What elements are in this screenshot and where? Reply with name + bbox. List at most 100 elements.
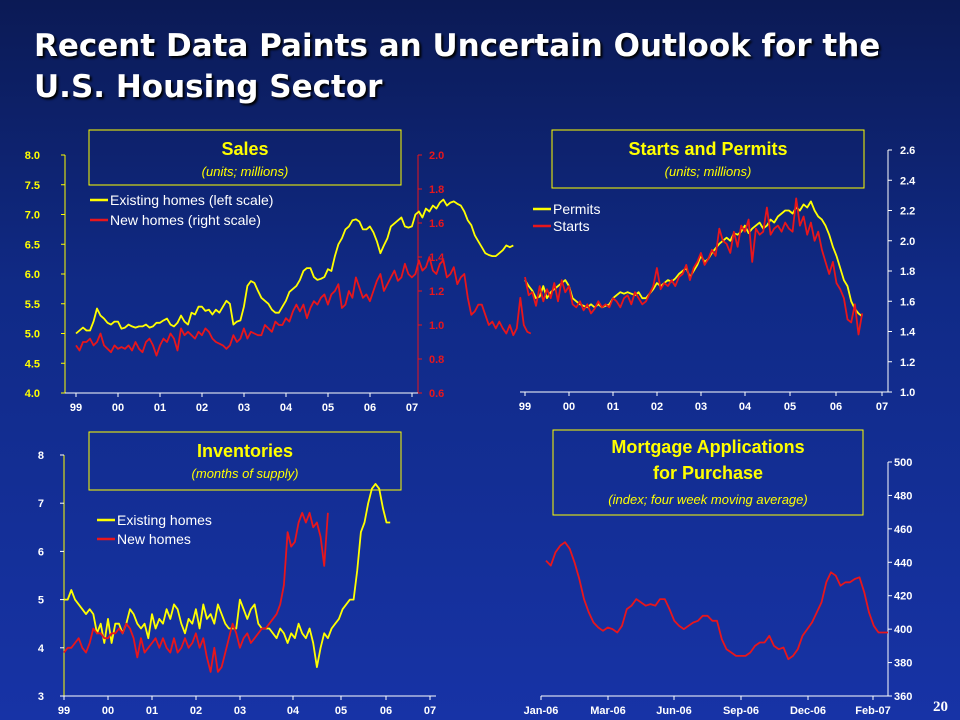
- y_right-tick-label: 1.4: [429, 252, 445, 264]
- y_left-tick-label: 6.0: [25, 269, 40, 281]
- y_right-tick-label: 1.0: [429, 320, 444, 332]
- y_right-tick-label: 380: [894, 658, 912, 670]
- x-tick-label: 01: [146, 705, 158, 717]
- x-tick-label: 99: [70, 402, 82, 414]
- y_right-tick-label: 400: [894, 624, 912, 636]
- y_left-tick-label: 7.0: [25, 210, 40, 222]
- y_right-tick-label: 1.6: [429, 218, 444, 230]
- chart-title-box: [552, 429, 864, 516]
- x-tick-label: Feb-07: [855, 705, 890, 717]
- y_right-tick-label: 500: [894, 457, 912, 469]
- x-tick-label: 05: [335, 705, 347, 717]
- y_right-tick-label: 0.8: [429, 354, 444, 366]
- y_right-tick-label: 2.6: [900, 145, 915, 157]
- y_right-tick-label: 2.0: [900, 236, 915, 248]
- y_left-tick-label: 6: [38, 546, 44, 558]
- y_right-tick-label: 1.4: [900, 327, 916, 339]
- chart-sales: 4.0 4.5 5.0 5.5 6.0 6.5 7.0 7.5 8.0 0.6 0.8 1.0 1.2 1…: [25, 129, 532, 414]
- y_right-tick-label: 1.8: [429, 184, 444, 196]
- y_right-tick-label: 460: [894, 524, 912, 536]
- x-tick-label: 03: [234, 705, 246, 717]
- chart-title-box: [88, 431, 402, 491]
- x-tick-label: 02: [190, 705, 202, 717]
- y_left-tick-label: 4.0: [25, 388, 40, 400]
- y_left-tick-label: 7.5: [25, 180, 40, 192]
- x-tick-label: 06: [364, 402, 376, 414]
- series-line-new-homes-right-scale-: [75, 256, 532, 357]
- y_right-tick-label: 360: [894, 691, 912, 703]
- x-tick-label: 04: [287, 705, 300, 717]
- y_right-tick-label: 2.0: [429, 150, 444, 162]
- x-tick-label: 07: [424, 705, 436, 717]
- y_right-tick-label: 2.4: [900, 175, 916, 187]
- legend-label: New homes: [117, 531, 191, 547]
- x-tick-label: Mar-06: [590, 705, 625, 717]
- page-number: 20: [933, 699, 948, 715]
- chart-title: Inventories: [197, 441, 293, 461]
- legend-label: Permits: [553, 201, 600, 217]
- x-tick-label: 04: [280, 402, 293, 414]
- y_right-tick-label: 2.2: [900, 206, 915, 218]
- legend-label: Existing homes (left scale): [110, 192, 273, 208]
- chart-title-box: [551, 129, 865, 189]
- x-tick-label: 00: [102, 705, 114, 717]
- x-tick-label: Sep-06: [723, 705, 759, 717]
- x-tick-label: 05: [784, 401, 796, 413]
- x-tick-label: 00: [563, 401, 575, 413]
- series-line-existing-homes: [64, 482, 391, 668]
- chart-subtitle: (index; four week moving average): [608, 492, 807, 507]
- x-tick-label: 99: [519, 401, 531, 413]
- y_left-tick-label: 6.5: [25, 239, 40, 251]
- x-tick-label: Jan-06: [524, 705, 559, 717]
- x-tick-label: 06: [380, 705, 392, 717]
- y_right-tick-label: 0.6: [429, 388, 444, 400]
- legend-label: Existing homes: [117, 512, 212, 528]
- y_left-tick-label: 7: [38, 498, 44, 510]
- x-tick-label: 99: [58, 705, 70, 717]
- y_left-tick-label: 5.5: [25, 299, 40, 311]
- y_right-tick-label: 1.8: [900, 266, 915, 278]
- x-tick-label: 02: [651, 401, 663, 413]
- x-tick-label: 01: [154, 402, 166, 414]
- series-line-existing-homes-left-scale-: [75, 198, 514, 335]
- y_left-tick-label: 4.5: [25, 358, 40, 370]
- chart-inventories: 3 4 5 6 7 8 99 00 01 02 03 04 05 06 07 Existing homes Ne…: [38, 431, 436, 717]
- x-tick-label: 03: [695, 401, 707, 413]
- chart-starts-permits: 1.0 1.2 1.4 1.6 1.8 2.0 2.2 2.4 2.6 99 00 01 02 03 04 0…: [519, 129, 916, 413]
- x-tick-label: 02: [196, 402, 208, 414]
- series-line-new-homes: [63, 511, 329, 673]
- y_right-tick-label: 420: [894, 591, 912, 603]
- chart-title: for Purchase: [653, 463, 763, 483]
- x-tick-label: 07: [876, 401, 888, 413]
- y_right-tick-label: 440: [894, 557, 912, 569]
- slide-title: Recent Data Paints an Uncertain Outlook …: [34, 28, 881, 105]
- x-tick-label: Jun-06: [656, 705, 691, 717]
- legend-label: Starts: [553, 218, 590, 234]
- y_right-tick-label: 1.6: [900, 296, 915, 308]
- y_left-tick-label: 5.0: [25, 329, 40, 341]
- x-tick-label: 04: [739, 401, 752, 413]
- x-tick-label: 00: [112, 402, 124, 414]
- chart-title-box: [88, 129, 402, 186]
- chart-title: Mortgage Applications: [611, 437, 804, 457]
- y_right-tick-label: 480: [894, 490, 912, 502]
- chart-subtitle: (units; millions): [202, 164, 289, 179]
- y_left-tick-label: 8.0: [25, 150, 40, 162]
- series-line-starts: [524, 197, 864, 336]
- chart-title: Sales: [221, 139, 268, 159]
- y_right-tick-label: 1.2: [900, 357, 915, 369]
- legend-label: New homes (right scale): [110, 212, 261, 228]
- x-tick-label: 05: [322, 402, 334, 414]
- y_right-tick-label: 1.2: [429, 286, 444, 298]
- series-line-index: [545, 541, 888, 661]
- x-tick-label: 07: [406, 402, 418, 414]
- chart-subtitle: (months of supply): [192, 466, 299, 481]
- x-tick-label: 03: [238, 402, 250, 414]
- y_left-tick-label: 8: [38, 450, 44, 462]
- x-tick-label: 06: [830, 401, 842, 413]
- y_left-tick-label: 4: [38, 643, 45, 655]
- y_left-tick-label: 5: [38, 595, 44, 607]
- chart-subtitle: (units; millions): [665, 164, 752, 179]
- x-tick-label: Dec-06: [790, 705, 826, 717]
